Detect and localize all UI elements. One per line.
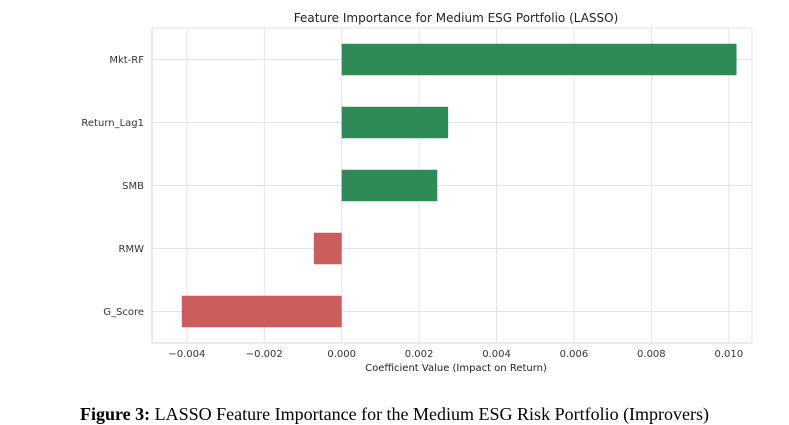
y-tick-label: SMB (122, 181, 144, 192)
x-tick-label: 0.002 (405, 349, 434, 360)
x-tick-label: 0.008 (637, 349, 666, 360)
bar-mkt-rf (341, 43, 737, 76)
x-tick-label: 0.004 (482, 349, 511, 360)
figure-caption: Figure 3: LASSO Feature Importance for t… (0, 404, 789, 425)
bar-smb (341, 169, 438, 202)
bars-layer (181, 43, 737, 328)
x-tick-label: −0.002 (246, 349, 283, 360)
y-tick-labels: Mkt-RF Return_Lag1 SMB RMW G_Score (81, 55, 144, 318)
x-tick-label: 0.010 (714, 349, 743, 360)
bar-g-score (181, 295, 342, 328)
bar-return-lag1 (341, 106, 449, 139)
y-tick-label: Mkt-RF (109, 55, 144, 66)
caption-label: Figure 3: (79, 404, 151, 424)
y-tick-label: G_Score (103, 307, 144, 318)
y-tick-label: Return_Lag1 (81, 118, 144, 129)
chart-canvas: Feature Importance for Medium ESG Portfo… (81, 11, 753, 374)
x-tick-labels: −0.004 −0.002 0.000 0.002 0.004 0.006 0.008 0.0… (168, 349, 743, 360)
feature-importance-chart: Feature Importance for Medium ESG Portfo… (81, 11, 753, 374)
y-tick-label: RMW (119, 244, 145, 255)
x-tick-label: 0.006 (560, 349, 589, 360)
x-tick-label: −0.004 (168, 349, 205, 360)
caption-text: LASSO Feature Importance for the Medium … (150, 404, 710, 424)
chart-title: Feature Importance for Medium ESG Portfo… (294, 11, 619, 25)
x-tick-label: 0.000 (327, 349, 356, 360)
x-axis-label: Coefficient Value (Impact on Return) (365, 363, 547, 374)
bar-rmw (313, 232, 342, 265)
